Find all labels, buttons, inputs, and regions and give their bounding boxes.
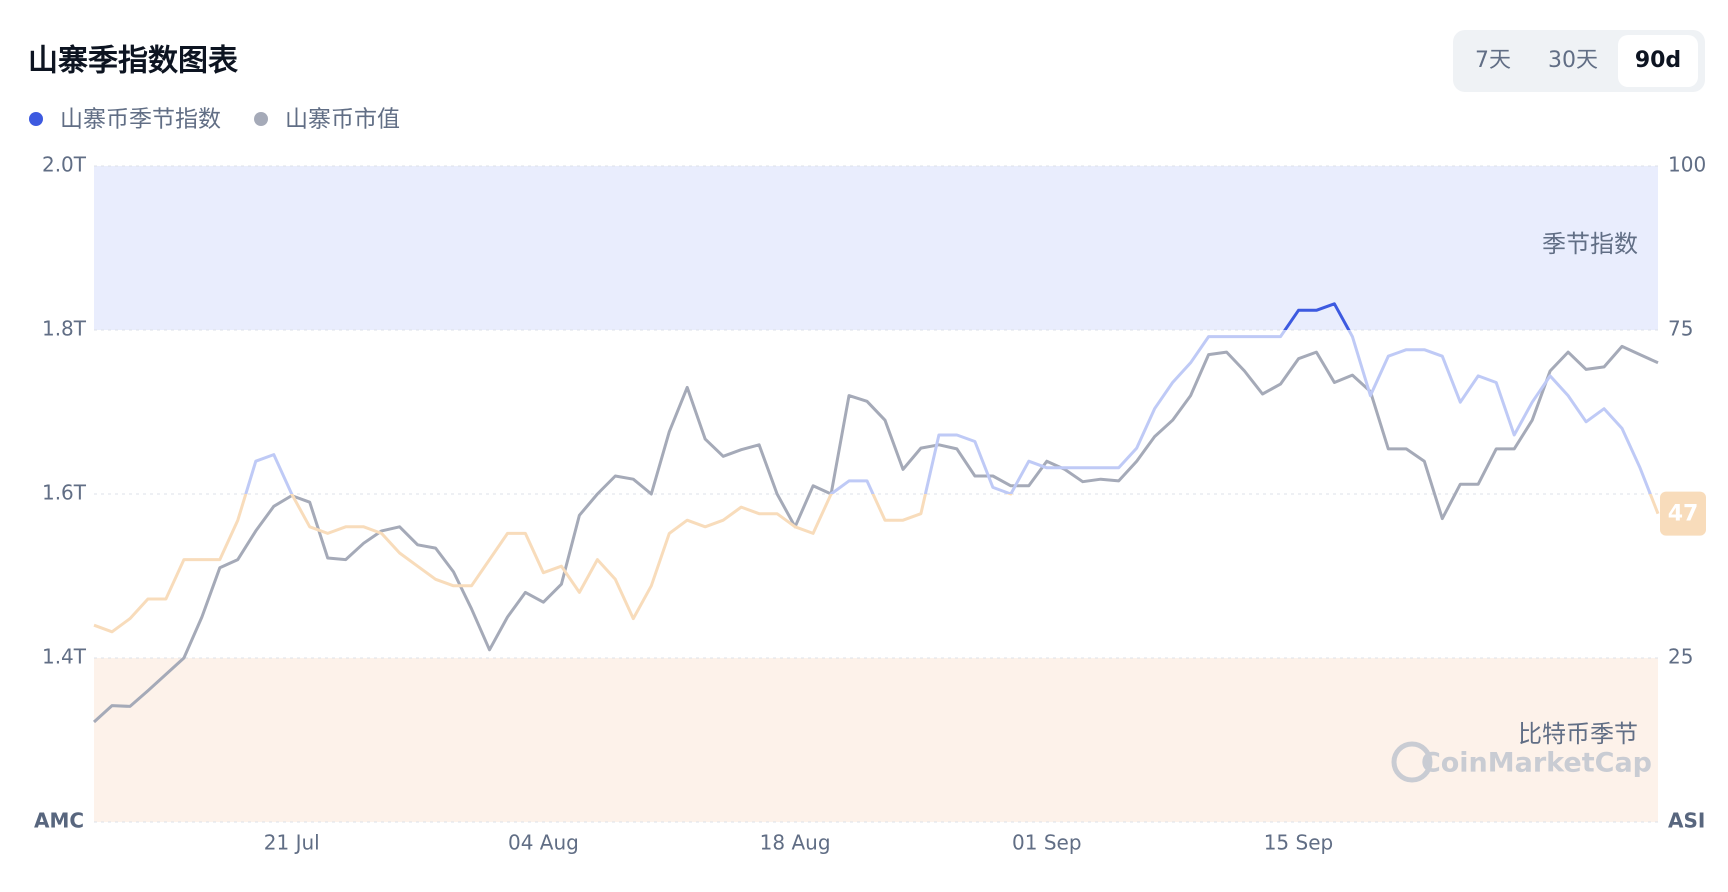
value-label: 47 — [1668, 502, 1699, 527]
legend-dot — [29, 112, 43, 126]
band-label: 季节指数 — [1542, 230, 1638, 258]
band — [94, 166, 1658, 330]
y-axis-label: AMC — [34, 809, 84, 833]
y2-tick-label: 100 — [1668, 153, 1706, 177]
tab[interactable]: 90d — [1635, 48, 1681, 73]
legend-dot — [254, 112, 268, 126]
legend-label: 山寨币季节指数 — [60, 107, 221, 133]
tab[interactable]: 30天 — [1548, 48, 1598, 73]
tab-active — [1618, 35, 1698, 87]
watermark: CoinMarketCap — [1421, 748, 1652, 779]
y2-tick-label: 25 — [1668, 645, 1693, 669]
tab[interactable]: 7天 — [1475, 48, 1511, 73]
x-tick-label: 21 Jul — [264, 831, 320, 855]
logo — [1391, 741, 1433, 783]
x-tick-label: 01 Sep — [1012, 831, 1082, 855]
legend-label: 山寨币市值 — [285, 107, 400, 133]
y-tick-label: 2.0T — [42, 153, 87, 177]
band-label: 比特币季节 — [1518, 720, 1638, 748]
x-tick-label: 18 Aug — [760, 831, 831, 855]
y2-axis-label: ASI — [1668, 809, 1705, 833]
x-tick-label: 15 Sep — [1264, 831, 1334, 855]
value-badge — [1660, 491, 1706, 536]
band — [94, 658, 1658, 822]
y-tick-label: 1.6T — [42, 481, 87, 505]
series-line — [93, 302, 1660, 634]
y-tick-label: 1.4T — [42, 645, 87, 669]
x-tick-label: 04 Aug — [508, 831, 579, 855]
chart-title: 山寨季指数图表 — [28, 44, 238, 79]
series-line — [92, 344, 1659, 724]
y2-tick-label: 75 — [1668, 317, 1693, 341]
y-tick-label: 1.8T — [42, 317, 87, 341]
